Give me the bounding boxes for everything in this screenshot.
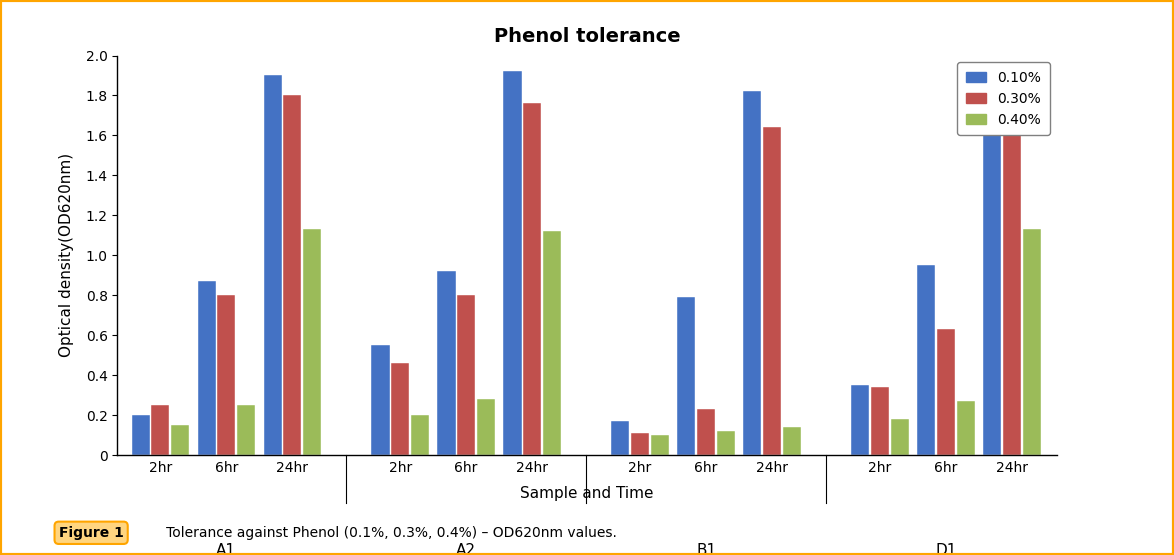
Bar	[197, 281, 216, 455]
Bar	[937, 329, 954, 455]
Bar	[524, 103, 541, 455]
Y-axis label: Optical density(OD620nm): Optical density(OD620nm)	[60, 153, 74, 357]
Bar	[984, 75, 1001, 455]
Bar	[1003, 122, 1021, 455]
Text: Tolerance against Phenol (0.1%, 0.3%, 0.4%) – OD620nm values.: Tolerance against Phenol (0.1%, 0.3%, 0.…	[153, 526, 616, 540]
Bar	[411, 415, 429, 455]
Bar	[151, 405, 169, 455]
Bar	[783, 427, 801, 455]
Bar	[371, 345, 390, 455]
Bar	[716, 431, 735, 455]
Bar	[264, 75, 282, 455]
Legend: 0.10%, 0.30%, 0.40%: 0.10%, 0.30%, 0.40%	[957, 63, 1050, 135]
Bar	[457, 295, 475, 455]
Bar	[677, 297, 695, 455]
Bar	[957, 401, 974, 455]
Text: A2: A2	[457, 543, 477, 555]
Bar	[170, 425, 189, 455]
Bar	[1023, 229, 1040, 455]
Bar	[891, 419, 909, 455]
Bar	[391, 363, 410, 455]
Text: B1: B1	[696, 543, 716, 555]
Bar	[763, 128, 781, 455]
X-axis label: Sample and Time: Sample and Time	[520, 486, 654, 501]
Bar	[542, 231, 561, 455]
Bar	[632, 433, 649, 455]
Bar	[504, 72, 521, 455]
Bar	[917, 265, 936, 455]
Bar	[871, 387, 889, 455]
Title: Phenol tolerance: Phenol tolerance	[494, 27, 680, 46]
Bar	[697, 409, 715, 455]
Text: A1: A1	[216, 543, 236, 555]
Bar	[612, 421, 629, 455]
Bar	[650, 435, 669, 455]
Bar	[283, 95, 302, 455]
Bar	[303, 229, 321, 455]
Bar	[477, 399, 494, 455]
Bar	[217, 295, 235, 455]
Text: D1: D1	[936, 543, 957, 555]
Bar	[237, 405, 255, 455]
Bar	[743, 92, 762, 455]
Bar	[131, 415, 149, 455]
Text: Figure 1: Figure 1	[59, 526, 123, 540]
Bar	[438, 271, 456, 455]
Bar	[851, 385, 870, 455]
